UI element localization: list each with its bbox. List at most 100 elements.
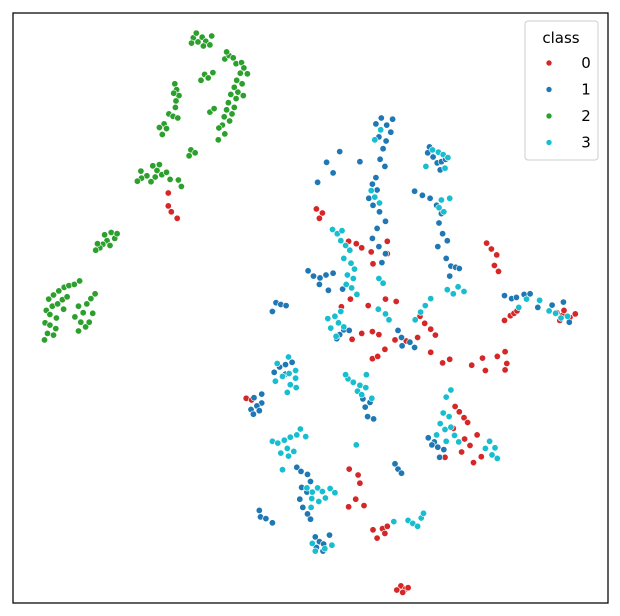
point-class-3 [303, 484, 311, 492]
point-class-1 [339, 285, 347, 293]
point-class-3 [292, 384, 300, 392]
point-class-0 [460, 414, 468, 422]
point-class-2 [113, 230, 121, 238]
point-class-3 [460, 287, 468, 295]
point-class-2 [83, 300, 91, 308]
point-class-2 [87, 295, 95, 303]
point-class-0 [468, 361, 476, 369]
point-class-2 [79, 309, 87, 317]
point-class-2 [238, 80, 246, 88]
point-class-0 [571, 310, 579, 318]
point-class-3 [315, 497, 323, 505]
point-class-3 [327, 324, 335, 332]
point-class-2 [226, 117, 234, 125]
point-class-2 [221, 130, 229, 138]
point-class-3 [486, 437, 494, 445]
point-class-1 [369, 201, 377, 209]
point-class-1 [548, 301, 556, 309]
point-class-3 [347, 259, 355, 267]
point-class-1 [296, 495, 304, 503]
point-class-1 [443, 237, 451, 245]
point-class-1 [270, 368, 278, 376]
point-class-3 [428, 146, 436, 154]
series-2 [40, 29, 251, 344]
point-class-1 [394, 326, 402, 334]
point-class-0 [367, 248, 375, 256]
point-class-3 [307, 503, 315, 511]
point-class-1 [429, 153, 437, 161]
point-class-3 [308, 539, 316, 547]
point-class-3 [338, 227, 346, 235]
point-class-0 [446, 355, 454, 363]
point-class-2 [133, 177, 141, 185]
point-class-3 [308, 488, 316, 496]
point-class-1 [442, 254, 450, 262]
legend-label-0: 0 [581, 54, 591, 72]
point-class-1 [440, 446, 448, 454]
point-class-3 [439, 409, 447, 417]
point-class-2 [172, 97, 180, 105]
legend-marker-2 [545, 112, 553, 120]
point-class-2 [63, 293, 71, 301]
point-class-3 [353, 290, 361, 298]
point-class-3 [436, 420, 444, 428]
point-class-1 [526, 290, 534, 298]
point-class-3 [274, 439, 282, 447]
point-class-2 [234, 88, 242, 96]
point-class-3 [445, 413, 453, 421]
point-class-1 [293, 463, 301, 471]
point-class-1 [255, 407, 263, 415]
point-class-2 [223, 48, 231, 56]
point-class-0 [500, 316, 508, 324]
point-class-3 [284, 452, 292, 460]
point-class-0 [503, 359, 511, 367]
legend-title: class [542, 29, 579, 47]
point-class-1 [383, 121, 391, 129]
point-class-3 [311, 547, 319, 555]
point-class-3 [346, 246, 354, 254]
point-class-0 [167, 208, 175, 216]
point-class-3 [377, 126, 385, 134]
point-class-0 [391, 336, 399, 344]
point-class-1 [329, 269, 337, 277]
point-class-3 [342, 242, 350, 250]
point-class-2 [191, 149, 199, 157]
point-class-3 [421, 302, 429, 310]
point-class-3 [340, 254, 348, 262]
point-class-2 [227, 90, 235, 98]
point-class-0 [346, 295, 354, 303]
point-class-1 [379, 145, 387, 153]
point-class-1 [381, 250, 389, 258]
point-class-3 [284, 353, 292, 361]
point-class-1 [373, 186, 381, 194]
point-class-0 [477, 453, 485, 461]
point-class-3 [343, 271, 351, 279]
point-class-3 [493, 454, 501, 462]
point-class-2 [210, 105, 218, 113]
point-class-3 [332, 332, 340, 340]
point-class-2 [149, 162, 157, 170]
point-class-0 [392, 297, 400, 305]
point-class-2 [163, 168, 171, 176]
point-class-0 [399, 588, 407, 596]
point-class-0 [358, 244, 366, 252]
point-class-0 [352, 240, 360, 248]
point-class-0 [404, 584, 412, 592]
point-class-0 [373, 534, 381, 542]
point-class-0 [381, 345, 389, 353]
point-class-2 [177, 183, 185, 191]
point-class-3 [381, 310, 389, 318]
point-class-2 [94, 240, 102, 248]
point-class-2 [77, 318, 85, 326]
point-class-0 [487, 245, 495, 253]
point-class-1 [381, 217, 389, 225]
point-class-2 [52, 314, 60, 322]
point-class-1 [365, 194, 373, 202]
point-class-2 [49, 291, 57, 299]
point-class-3 [411, 316, 419, 324]
point-class-3 [349, 274, 357, 282]
point-class-1 [268, 307, 276, 315]
point-class-2 [153, 167, 161, 175]
point-class-1 [372, 174, 380, 182]
